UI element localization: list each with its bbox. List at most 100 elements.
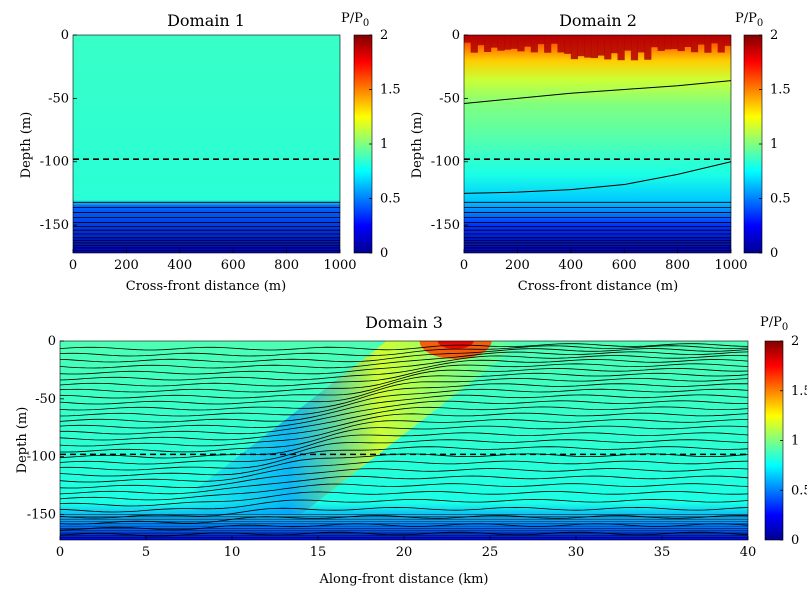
contour-line <box>464 80 731 104</box>
colorbar-tick-label: 0.5 <box>770 192 791 207</box>
domain-3-colorbar-title-subscript: 0 <box>782 322 788 333</box>
contour-line <box>60 425 748 453</box>
domain-2-colorbar-title-main: P/P <box>735 11 757 26</box>
x-tick-label: 400 <box>558 258 583 273</box>
domain-1-heatmap <box>73 35 340 253</box>
domain-2-surface-streak <box>497 35 505 51</box>
domain-2-surface-streak <box>644 35 652 60</box>
domain-2-surface-streak <box>584 35 592 58</box>
x-tick-label: 0 <box>69 258 77 273</box>
domain-2-colorbar-title-subscript: 0 <box>757 18 763 29</box>
domain-2-surface-streak <box>504 35 512 50</box>
contour-line <box>60 372 748 399</box>
x-tick-label: 30 <box>568 545 585 560</box>
domain-2-surface-streak <box>570 35 578 60</box>
domain-2-surface-streak <box>517 35 525 52</box>
domain-2-surface-streak <box>717 35 725 53</box>
domain-2-surface-streak <box>650 35 659 48</box>
x-tick-label: 1000 <box>323 258 356 273</box>
contour-line <box>60 498 748 513</box>
domain-2-xlabel: Cross-front distance (m) <box>518 279 678 294</box>
x-tick-label: 1000 <box>714 258 747 273</box>
contour-line <box>60 363 748 387</box>
domain-2-surface-streak <box>637 35 645 53</box>
contour-line <box>60 343 748 351</box>
domain-2-surface-streak <box>530 35 538 53</box>
domain-2-surface-streak <box>710 35 719 44</box>
domain-1-xlabel: Cross-front distance (m) <box>126 279 286 294</box>
domain-2-surface-streak <box>524 35 532 47</box>
domain-3-colorbar-title-main: P/P <box>760 315 782 330</box>
contour-line <box>60 359 748 381</box>
y-tick-label: -100 <box>40 155 69 170</box>
y-tick-label: 0 <box>61 28 69 43</box>
contour-line <box>60 388 748 417</box>
contour-line <box>60 419 748 447</box>
domain-2-surface-streak <box>657 35 665 51</box>
colorbar-tick-label: 2 <box>380 28 388 43</box>
contour-line <box>60 475 748 495</box>
domain-2-surface-streak <box>704 35 712 53</box>
colorbar-tick-label: 1 <box>380 137 388 152</box>
domain-2-surface-streak <box>697 35 705 45</box>
domain-1-colorbar-title: P/P0 <box>341 11 369 29</box>
colorbar-tick-label: 1 <box>770 137 778 152</box>
x-tick-label: 35 <box>654 545 671 560</box>
domain-2-surface-streak <box>557 35 565 53</box>
x-tick-label: 800 <box>665 258 690 273</box>
domain-2-surface-streak <box>597 35 605 56</box>
domain-2-surface-streak <box>470 35 478 53</box>
contour-line <box>464 161 731 194</box>
y-tick-label: -50 <box>48 91 69 106</box>
domain-2-surface-streak <box>724 35 731 46</box>
domain-3-xlabel: Along-front distance (km) <box>319 572 489 587</box>
domain-2-surface-streak <box>490 35 498 48</box>
contour-line <box>60 406 748 435</box>
domain-2-surface-streak <box>624 35 632 51</box>
domain-2-surface-streak <box>670 35 679 50</box>
domain-2-surface-streak <box>677 35 685 52</box>
colorbar-tick-label: 1 <box>791 434 799 449</box>
x-tick-label: 400 <box>167 258 192 273</box>
domain-2-surface-streak <box>690 35 699 53</box>
y-tick-label: -150 <box>431 218 460 233</box>
domain-2-surface-streak <box>590 35 598 59</box>
domain-2-surface-streak <box>477 35 485 46</box>
domain-1-field <box>73 35 340 253</box>
contour-line <box>60 491 748 507</box>
domain-1-title: Domain 1 <box>167 11 245 30</box>
x-tick-label: 800 <box>274 258 299 273</box>
contour-line <box>60 446 748 471</box>
y-tick-label: -50 <box>439 91 460 106</box>
domain-2-panel: Domain 2 Cross-front distance (m) Depth … <box>410 11 791 294</box>
colorbar-tick-label: 0 <box>770 246 778 261</box>
contour-line <box>60 377 748 405</box>
x-tick-label: 15 <box>310 545 327 560</box>
colorbar-tick-label: 0.5 <box>791 483 807 498</box>
x-tick-label: 5 <box>142 545 150 560</box>
colorbar-tick-label: 1.5 <box>380 83 401 98</box>
x-tick-label: 200 <box>114 258 139 273</box>
x-tick-label: 10 <box>224 545 241 560</box>
domain-2-surface-streak <box>550 35 558 44</box>
contour-line <box>60 432 748 459</box>
contour-line <box>60 394 748 423</box>
x-tick-label: 600 <box>612 258 637 273</box>
domain-2-surface-streak <box>664 35 672 50</box>
domain-2-heatmap <box>464 35 731 253</box>
x-tick-label: 25 <box>482 545 499 560</box>
domain-3-field <box>60 341 748 540</box>
domain-2-title: Domain 2 <box>559 11 637 30</box>
contour-line <box>60 412 748 441</box>
colorbar-tick-label: 2 <box>791 334 799 349</box>
contour-line <box>60 439 748 465</box>
domain-2-colorbar-title: P/P0 <box>735 11 763 29</box>
contour-line <box>60 383 748 411</box>
domain-2-surface-streak <box>604 35 612 60</box>
x-tick-label: 600 <box>221 258 246 273</box>
domain-2-field <box>464 35 731 253</box>
domain-2-surface-streak <box>617 35 625 61</box>
domain-2-surface-streak <box>537 35 545 45</box>
contour-line <box>60 468 748 489</box>
y-tick-label: -50 <box>35 392 56 407</box>
